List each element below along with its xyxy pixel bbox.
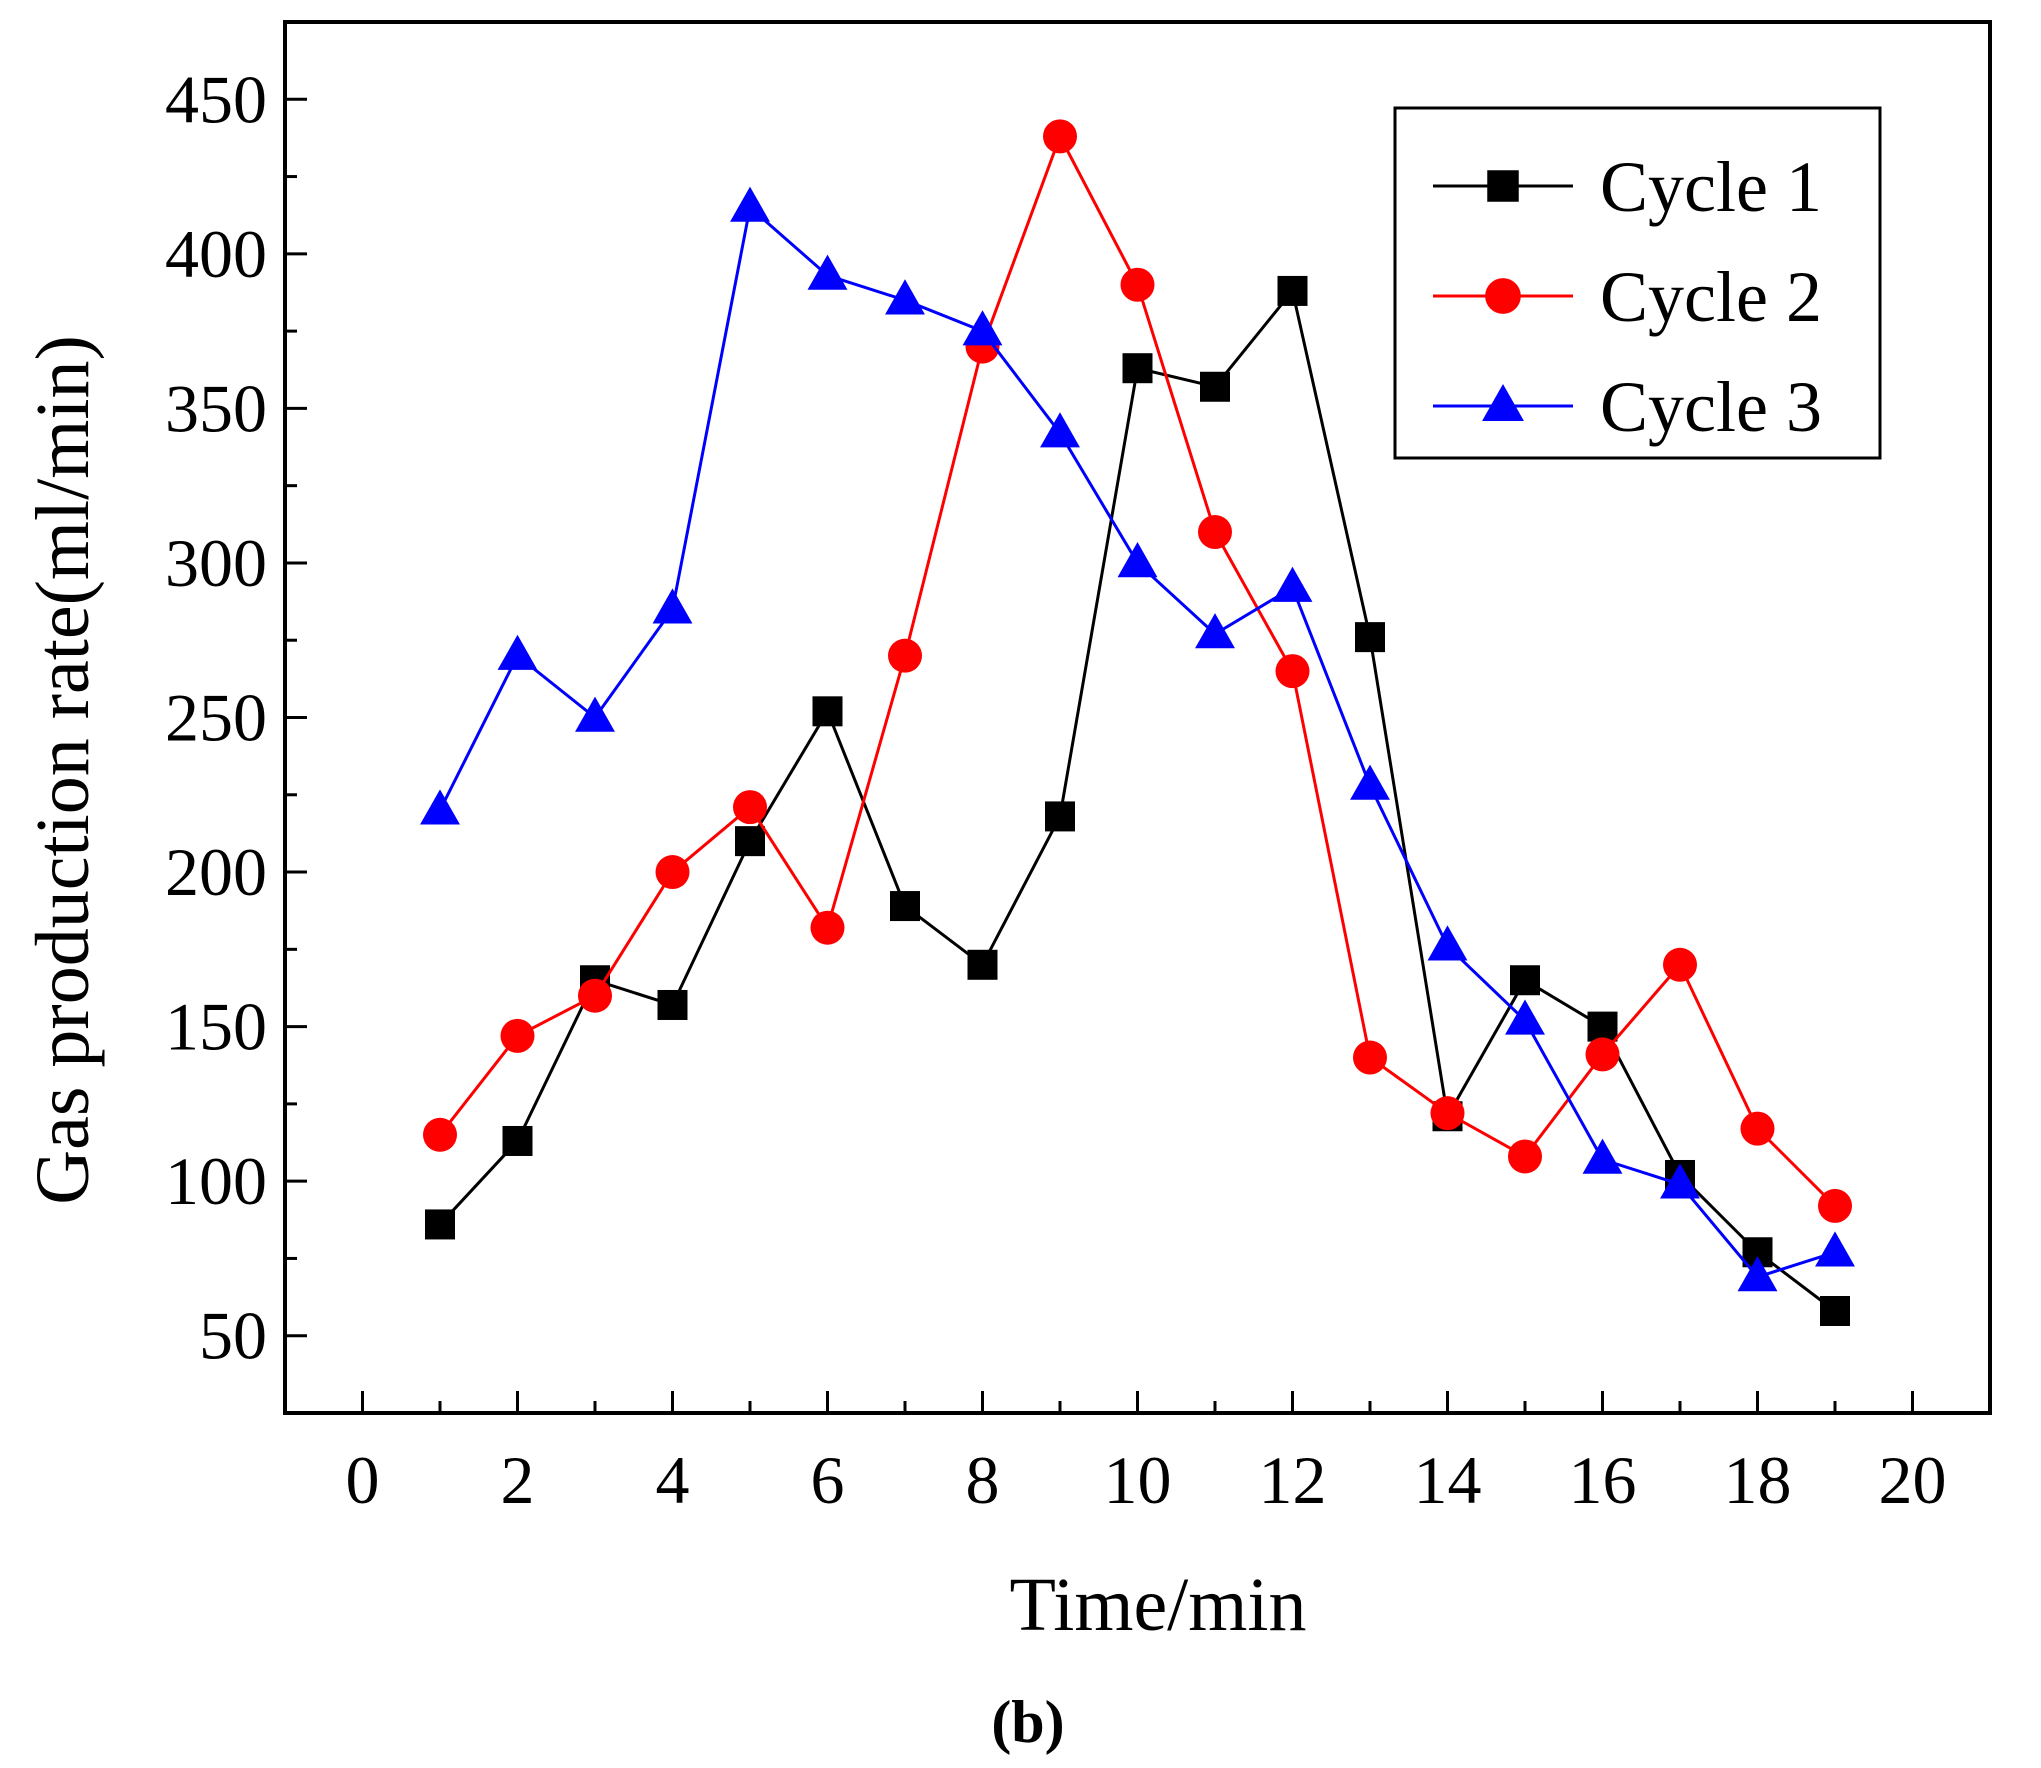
data-point	[1663, 947, 1697, 982]
legend-marker	[1485, 278, 1521, 314]
x-tick-label: 10	[1104, 1442, 1172, 1518]
y-tick-label: 150	[165, 989, 267, 1065]
y-tick-label: 100	[165, 1143, 267, 1219]
data-point	[1275, 654, 1310, 689]
x-tick-label: 12	[1259, 1442, 1327, 1518]
y-tick-label: 350	[165, 370, 267, 446]
data-point	[1430, 1096, 1465, 1131]
data-point	[1510, 965, 1540, 996]
data-point	[420, 789, 460, 825]
data-point	[1353, 1040, 1387, 1075]
x-tick-label: 8	[966, 1442, 1000, 1518]
data-point	[425, 1209, 455, 1240]
data-point	[890, 891, 920, 922]
y-tick-label: 400	[165, 216, 267, 292]
data-point	[733, 790, 767, 825]
x-tick-label: 0	[346, 1442, 380, 1518]
data-point	[1815, 1231, 1855, 1267]
data-point	[967, 949, 998, 980]
data-point	[1820, 1295, 1850, 1326]
panel-label: (b)	[991, 1689, 1064, 1755]
data-point	[1043, 119, 1077, 154]
series-2	[423, 119, 1852, 1223]
data-point	[1117, 542, 1158, 578]
data-point	[502, 1125, 533, 1156]
data-point	[1198, 515, 1232, 550]
plot-frame-group: 0 2 4 6 8 10 12 14 16 18 20 50 100 150 200 250 300 350 400…	[165, 20, 1992, 1518]
data-point	[962, 310, 1003, 346]
data-point	[1818, 1188, 1852, 1223]
data-point	[1120, 267, 1155, 302]
x-tick-label: 20	[1879, 1442, 1947, 1518]
legend-label: Cycle 3	[1600, 367, 1822, 447]
data-point	[888, 638, 922, 673]
data-point	[423, 1117, 457, 1152]
y-tick-label: 200	[165, 834, 267, 910]
x-tick-label: 14	[1414, 1442, 1482, 1518]
data-point	[1505, 999, 1545, 1035]
data-point	[497, 634, 538, 670]
data-point	[1740, 1111, 1775, 1146]
x-tick-label: 18	[1724, 1442, 1792, 1518]
data-point	[730, 186, 770, 222]
legend-label: Cycle 1	[1600, 147, 1822, 227]
data-point	[810, 910, 845, 945]
data-point	[575, 696, 615, 732]
data-point	[657, 989, 688, 1020]
legend-box	[1393, 106, 1882, 460]
x-tick-label: 6	[811, 1442, 845, 1518]
data-point	[1582, 1138, 1623, 1174]
legend-item: Cycle 1	[1433, 147, 1822, 227]
legend-item: Cycle 3	[1433, 367, 1822, 447]
y-tick-label: 50	[199, 1298, 267, 1374]
data-point	[1660, 1163, 1700, 1199]
data-point	[655, 855, 690, 890]
data-point	[1272, 566, 1313, 602]
data-point	[1200, 371, 1230, 402]
legend: Cycle 1 Cycle 2 Cycle 3	[1393, 106, 1882, 460]
data-point	[1427, 925, 1468, 961]
x-tick-label: 2	[501, 1442, 535, 1518]
legend-marker	[1482, 384, 1524, 421]
data-point	[1277, 275, 1308, 306]
series-3	[420, 186, 1855, 1292]
series-group	[420, 119, 1855, 1326]
y-tick-label: 250	[165, 680, 267, 756]
x-tick-label: 16	[1569, 1442, 1637, 1518]
data-point	[812, 696, 843, 727]
data-point	[885, 279, 925, 315]
y-tick-label: 450	[165, 61, 267, 137]
data-point	[578, 978, 612, 1013]
legend-label: Cycle 2	[1600, 257, 1822, 337]
legend-item: Cycle 2	[1433, 257, 1822, 337]
data-point	[1737, 1256, 1778, 1292]
data-point	[1355, 622, 1385, 653]
data-point	[500, 1018, 535, 1053]
data-point	[1587, 1011, 1618, 1042]
data-point	[1350, 764, 1390, 800]
data-point	[1040, 412, 1080, 448]
data-point	[1195, 613, 1235, 649]
data-point	[652, 588, 693, 624]
data-point	[1045, 801, 1075, 832]
data-point	[1122, 353, 1153, 384]
x-tick-label: 4	[656, 1442, 690, 1518]
data-point	[1508, 1139, 1542, 1174]
y-axis-title: Gas production rate(ml/min)	[21, 335, 105, 1205]
legend-marker	[1487, 170, 1519, 202]
y-tick-label: 300	[165, 525, 267, 601]
data-point	[807, 254, 848, 290]
data-point	[735, 826, 765, 857]
data-point	[1585, 1037, 1620, 1072]
x-axis-title: Time/min	[1009, 1563, 1306, 1647]
